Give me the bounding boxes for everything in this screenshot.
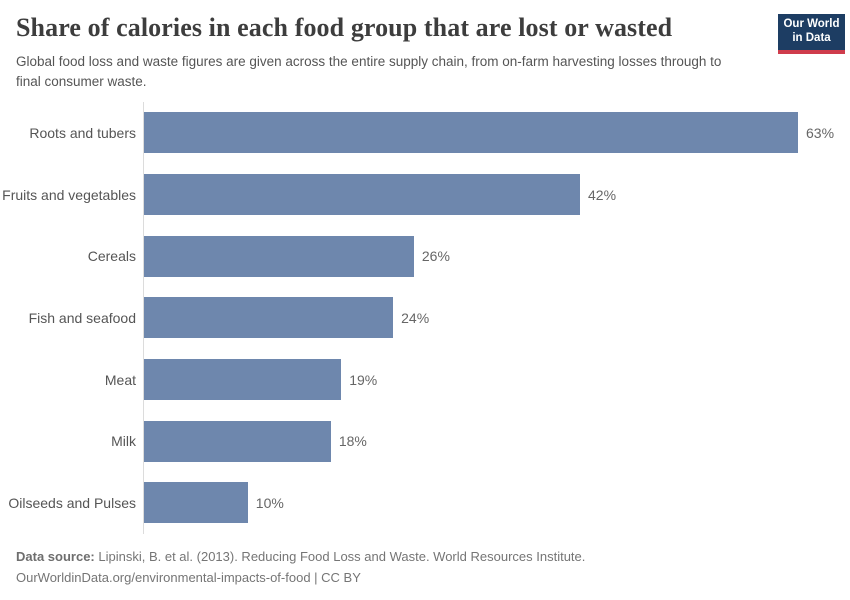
data-source-line: Data source: Lipinski, B. et al. (2013).… [16,546,836,567]
category-label: Roots and tubers [29,124,136,141]
category-label: Milk [111,433,136,450]
bar[interactable] [144,420,331,462]
value-label: 19% [349,371,378,388]
bar-area: 18% [144,420,850,462]
y-axis-line [143,102,144,534]
bar[interactable] [144,235,414,277]
bar-area: 26% [144,235,850,277]
bar-row: Fish and seafood 24% [0,287,850,349]
bar-row: Cereals 26% [0,225,850,287]
value-label: 10% [255,494,284,511]
bar-area: 63% [144,112,850,154]
bar-area: 24% [144,297,850,339]
category-label: Cereals [87,248,136,265]
page-title: Share of calories in each food group tha… [16,13,673,42]
data-source-label: Data source: [16,549,95,564]
bar-row: Milk 18% [0,410,850,472]
bar-row: Fruits and vegetables 42% [0,164,850,226]
value-label: 24% [401,309,430,326]
bar-area: 42% [144,174,850,216]
chart-footer: Data source: Lipinski, B. et al. (2013).… [16,546,836,588]
value-label: 42% [588,186,617,203]
data-source-text: Lipinski, B. et al. (2013). Reducing Foo… [94,549,586,564]
value-label: 26% [421,248,450,265]
chart-rows: Roots and tubers 63% Fruits and vegetables… [0,102,850,534]
bar-area: 10% [144,482,850,524]
value-label: 18% [338,433,367,450]
bar[interactable] [144,174,580,216]
bar-row: Meat 19% [0,349,850,411]
value-label: 63% [806,124,835,141]
bar[interactable] [144,482,248,524]
chart-subtitle: Global food loss and waste figures are g… [16,54,722,89]
category-label: Oilseeds and Pulses [8,494,136,511]
bar[interactable] [144,297,394,339]
owid-logo[interactable]: Our World in Data [778,14,845,54]
bar[interactable] [144,359,342,401]
owid-logo-line1: Our World [783,18,840,30]
category-label: Meat [104,371,136,388]
bar-chart: Roots and tubers 63% Fruits and vegetables… [0,102,850,534]
owid-logo-line2: in Data [792,32,831,44]
bar-area: 19% [144,359,850,401]
bar-row: Oilseeds and Pulses 10% [0,472,850,534]
license-line: OurWorldinData.org/environmental-impacts… [16,570,361,585]
bar-row: Roots and tubers 63% [0,102,850,164]
category-label: Fish and seafood [28,309,136,326]
category-label: Fruits and vegetables [2,186,136,203]
bar[interactable] [144,112,798,154]
